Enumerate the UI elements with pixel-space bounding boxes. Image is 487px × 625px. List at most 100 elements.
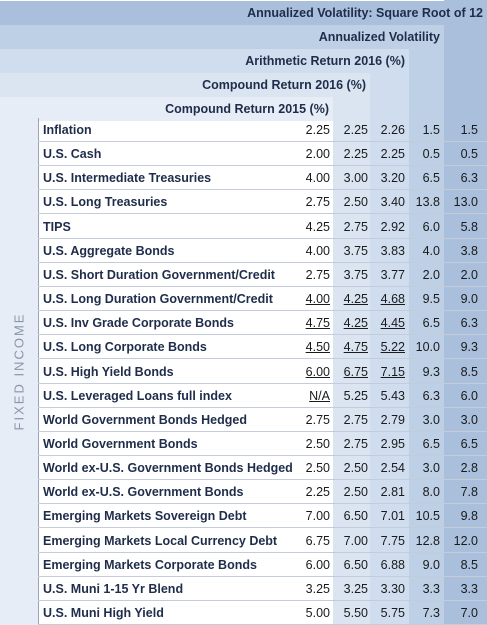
compound-return-2016-cell: 2.75 — [343, 412, 368, 427]
volatility-sqrt12-cell: 5.8 — [460, 219, 478, 234]
arithmetic-return-2016-cell: 2.92 — [380, 219, 405, 234]
arithmetic-return-2016-cell: 7.15 — [380, 364, 405, 379]
arithmetic-return-2016-cell: 5.22 — [380, 340, 405, 355]
compound-return-2016-cell: 5.25 — [343, 388, 368, 403]
volatility-sqrt12-cell: 7.8 — [460, 485, 478, 500]
table-row: World Government Bonds Hedged 2.75 2.75 2.7… — [38, 408, 487, 432]
compound-return-2015-cell: 2.25 — [305, 485, 330, 500]
compound-return-2015-cell: 4.00 — [305, 243, 330, 258]
row-divider — [38, 213, 487, 215]
row-divider — [38, 454, 487, 456]
column-shade-volatility-sqrt12 — [444, 0, 487, 625]
column-shade-volatility — [409, 25, 444, 625]
annualized-volatility-cell: 6.3 — [422, 388, 440, 403]
compound-return-2016-cell: 6.75 — [343, 364, 368, 379]
volatility-sqrt12-cell: 6.0 — [460, 388, 478, 403]
row-divider — [38, 599, 487, 601]
row-divider — [38, 406, 487, 408]
compound-return-2016-cell: 5.50 — [343, 606, 368, 620]
compound-return-2015-cell: 2.75 — [305, 412, 330, 427]
compound-return-2015-cell: 4.50 — [305, 340, 330, 355]
table-row: U.S. Aggregate Bonds 4.00 3.75 3.83 4.0 3.8 — [38, 239, 487, 263]
compound-return-2016-cell: 4.25 — [343, 292, 368, 307]
compound-return-2016-cell: 3.75 — [343, 267, 368, 282]
arithmetic-return-2016-cell: 7.01 — [380, 509, 405, 524]
annualized-volatility-cell: 9.3 — [422, 364, 440, 379]
asset-class-name: U.S. Cash — [43, 147, 102, 162]
compound-return-2016-cell: 3.25 — [343, 581, 368, 596]
table-row: Emerging Markets Corporate Bonds 6.00 6.50… — [38, 553, 487, 577]
asset-class-name: World ex-U.S. Government Bonds — [43, 485, 244, 500]
annualized-volatility-cell: 0.5 — [422, 147, 440, 162]
row-divider — [38, 310, 487, 312]
volatility-sqrt12-cell: 3.3 — [460, 581, 478, 596]
compound-return-2015-cell: N/A — [309, 388, 330, 403]
volatility-sqrt12-cell: 9.3 — [460, 340, 478, 355]
row-divider — [38, 285, 487, 287]
compound-return-2015-cell: 6.75 — [305, 533, 330, 548]
annualized-volatility-cell: 3.3 — [422, 581, 440, 596]
volatility-sqrt12-cell: 12.0 — [453, 533, 478, 548]
compound-return-2015-cell: 2.00 — [305, 147, 330, 162]
compound-return-2015-cell: 2.25 — [305, 123, 330, 137]
volatility-sqrt12-cell: 13.0 — [453, 195, 478, 210]
table-row: Inflation 2.25 2.25 2.26 1.5 1.5 — [38, 118, 487, 142]
arithmetic-return-2016-cell: 5.43 — [380, 388, 405, 403]
volatility-sqrt12-cell: 6.3 — [460, 316, 478, 331]
asset-class-name: World ex-U.S. Government Bonds Hedged — [43, 461, 293, 476]
row-divider — [38, 358, 487, 360]
compound-return-2016-cell: 2.75 — [343, 219, 368, 234]
compound-return-2016-cell: 2.50 — [343, 485, 368, 500]
table-row: World ex-U.S. Government Bonds Hedged 2.5… — [38, 456, 487, 481]
asset-class-name: U.S. Aggregate Bonds — [43, 243, 175, 258]
asset-class-name: U.S. Long Duration Government/Credit — [43, 292, 273, 307]
arithmetic-return-2016-cell: 2.25 — [380, 147, 405, 162]
asset-class-name: U.S. Leveraged Loans full index — [43, 388, 232, 403]
section-label: FIXED INCOME — [0, 118, 38, 625]
column-shade-compound-2016 — [333, 73, 370, 625]
volatility-sqrt12-cell: 9.8 — [460, 509, 478, 524]
compound-return-2015-cell: 4.25 — [305, 219, 330, 234]
row-divider — [38, 527, 487, 529]
asset-class-name: U.S. High Yield Bonds — [43, 364, 174, 379]
compound-return-2016-cell: 6.50 — [343, 509, 368, 524]
arithmetic-return-2016-cell: 2.79 — [380, 412, 405, 427]
table-row: U.S. Muni 1-15 Yr Blend 3.25 3.25 3.30 3.3 3.… — [38, 577, 487, 601]
annualized-volatility-cell: 3.0 — [422, 412, 440, 427]
annualized-volatility-cell: 6.5 — [422, 436, 440, 451]
arithmetic-return-2016-cell: 3.83 — [380, 243, 405, 258]
arithmetic-return-2016-cell: 2.54 — [380, 461, 405, 476]
compound-return-2015-cell: 6.00 — [305, 557, 330, 572]
arithmetic-return-2016-cell: 4.45 — [380, 316, 405, 331]
row-divider — [38, 503, 487, 505]
section-label-text: FIXED INCOME — [11, 312, 27, 431]
table-row: U.S. High Yield Bonds 6.00 6.75 7.15 9.3 8.5 — [38, 360, 487, 384]
compound-return-2015-cell: 2.50 — [305, 436, 330, 451]
row-divider — [38, 261, 487, 263]
annualized-volatility-cell: 9.0 — [422, 557, 440, 572]
volatility-sqrt12-cell: 2.8 — [460, 461, 478, 476]
table-row: U.S. Intermediate Treasuries 4.00 3.00 3.20… — [38, 166, 487, 191]
compound-return-2016-cell: 2.25 — [343, 123, 368, 137]
arithmetic-return-2016-cell: 3.30 — [380, 581, 405, 596]
compound-return-2016-cell: 3.75 — [343, 243, 368, 258]
volatility-sqrt12-cell: 9.0 — [460, 292, 478, 307]
volatility-sqrt12-cell: 0.5 — [460, 147, 478, 162]
compound-return-2016-cell: 3.00 — [343, 171, 368, 186]
table-row: U.S. Leveraged Loans full index N/A 5.25 5.… — [38, 384, 487, 408]
compound-return-2015-cell: 6.00 — [305, 364, 330, 379]
annualized-volatility-cell: 7.3 — [422, 606, 440, 620]
row-divider — [38, 334, 487, 336]
volatility-sqrt12-cell: 3.8 — [460, 243, 478, 258]
compound-return-2015-cell: 7.00 — [305, 509, 330, 524]
table-row: U.S. Muni High Yield 5.00 5.50 5.75 7.3 7.0 — [38, 601, 487, 625]
table-row: Emerging Markets Sovereign Debt 7.00 6.50 7… — [38, 504, 487, 529]
volatility-sqrt12-cell: 2.0 — [460, 267, 478, 282]
asset-class-name: World Government Bonds Hedged — [43, 412, 247, 427]
volatility-sqrt12-cell: 6.5 — [460, 436, 478, 451]
arithmetic-return-2016-cell: 3.20 — [380, 171, 405, 186]
compound-return-2015-cell: 4.00 — [305, 171, 330, 186]
arithmetic-return-2016-cell: 3.40 — [380, 195, 405, 210]
compound-return-2016-cell: 2.25 — [343, 147, 368, 162]
